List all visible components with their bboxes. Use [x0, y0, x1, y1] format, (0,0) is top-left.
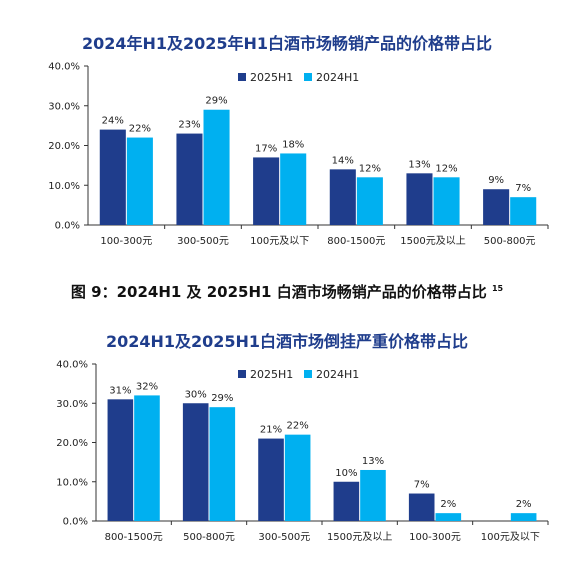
- chart-1-data-label: 24%: [102, 116, 124, 127]
- chart-2-bar-2025h1: [333, 481, 360, 521]
- chart-2-legend-label: 2024H1: [316, 368, 359, 381]
- chart-1-y-tick-label: 30.0%: [48, 101, 80, 112]
- chart-2-bar-2024h1: [510, 513, 537, 521]
- chart-1-data-label: 17%: [255, 143, 277, 154]
- chart-2-legend-label: 2025H1: [250, 368, 293, 381]
- chart-1-data-label: 22%: [129, 124, 151, 135]
- chart-2-data-label: 13%: [362, 456, 384, 467]
- chart-2-x-tick-label: 100元及以下: [481, 531, 540, 543]
- chart-1-data-label: 9%: [488, 175, 504, 186]
- chart-1-data-label: 14%: [332, 155, 354, 166]
- chart-1-data-label: 7%: [515, 183, 531, 194]
- chart-1-plot: 0.0% 10.0% 20.0% 30.0% 40.0% 100-300元 24% 22% 30…: [48, 62, 549, 247]
- chart-2-x-tick-label: 100-300元: [409, 532, 461, 543]
- chart-2-title: 2024H1及2025H1白酒市场倒挂严重价格带占比: [105, 332, 469, 351]
- chart-2-legend-swatch: [238, 370, 246, 378]
- chart-2-data-label: 2%: [516, 499, 532, 510]
- chart-1-bar-2024h1: [126, 137, 153, 225]
- chart-1-data-label: 13%: [408, 159, 430, 170]
- chart-2-bar-2025h1: [182, 403, 209, 521]
- chart-1-bar-2025h1: [176, 133, 203, 225]
- chart-1: 2024年H1及2025年H1白酒市场畅销产品的价格带占比 0.0% 10.0% 2…: [0, 0, 574, 262]
- chart-2-x-tick-label: 800-1500元: [105, 532, 163, 543]
- chart-2-legend-swatch: [304, 370, 312, 378]
- figure-caption: 图 9：2024H1 及 2025H1 白酒市场畅销产品的价格带占比 15: [0, 281, 574, 302]
- chart-2-data-label: 22%: [287, 421, 309, 432]
- chart-1-bar-2025h1: [483, 189, 510, 225]
- chart-2-data-label: 7%: [414, 480, 430, 491]
- chart-1-legend-swatch: [304, 73, 312, 81]
- chart-2-plot: 0.0% 10.0% 20.0% 30.0% 40.0% 800-1500元 31% 32% 5…: [56, 360, 549, 543]
- chart-1-data-label: 29%: [205, 96, 227, 107]
- chart-1-bar-2024h1: [280, 153, 307, 225]
- chart-1-bar-2024h1: [510, 197, 537, 225]
- chart-1-y-tick-label: 10.0%: [48, 181, 80, 192]
- chart-2-bar-2024h1: [360, 469, 386, 521]
- figure-caption-text: 图 9：2024H1 及 2025H1 白酒市场畅销产品的价格带占比: [70, 283, 487, 301]
- chart-2-data-label: 29%: [211, 393, 233, 404]
- chart-1-bar-2024h1: [356, 177, 383, 225]
- chart-1-legend-swatch: [238, 73, 246, 81]
- chart-2-data-label: 31%: [109, 385, 131, 396]
- chart-2-x-tick-label: 1500元及以上: [327, 531, 392, 543]
- chart-1-bar-2024h1: [203, 109, 230, 225]
- chart-2-y-tick-label: 0.0%: [63, 517, 88, 528]
- chart-2-bar-2024h1: [435, 513, 462, 521]
- chart-2-data-label: 10%: [335, 468, 357, 479]
- chart-2-y-tick-label: 30.0%: [56, 399, 88, 410]
- chart-1-title: 2024年H1及2025年H1白酒市场畅销产品的价格带占比: [81, 34, 493, 53]
- chart-1-bar-2025h1: [99, 129, 126, 225]
- chart-1-bar-2025h1: [253, 157, 280, 225]
- chart-1-y-tick-label: 20.0%: [48, 141, 80, 152]
- chart-1-legend-label: 2025H1: [250, 71, 293, 84]
- chart-2-y-tick-label: 20.0%: [56, 438, 88, 449]
- chart-1-x-tick-label: 800-1500元: [327, 236, 385, 247]
- chart-2-bar-2024h1: [134, 395, 160, 521]
- chart-1-data-label: 12%: [435, 163, 457, 174]
- chart-1-data-label: 12%: [359, 163, 381, 174]
- chart-1-x-tick-label: 100-300元: [100, 236, 152, 247]
- chart-1-x-tick-label: 100元及以下: [250, 235, 309, 247]
- chart-2-data-label: 2%: [440, 499, 456, 510]
- chart-1-y-tick-label: 40.0%: [48, 62, 80, 73]
- chart-1-legend-label: 2024H1: [316, 71, 359, 84]
- figure-footnote: 15: [491, 284, 504, 293]
- chart-1-x-tick-label: 1500元及以上: [400, 235, 465, 247]
- chart-1-data-label: 18%: [282, 139, 304, 150]
- chart-2-bar-2025h1: [107, 399, 134, 521]
- chart-2-x-tick-label: 300-500元: [258, 532, 310, 543]
- chart-2: 2024H1及2025H1白酒市场倒挂严重价格带占比 0.0% 10.0% 20.0…: [0, 312, 574, 564]
- chart-2-y-tick-label: 10.0%: [56, 477, 88, 488]
- chart-2-data-label: 32%: [136, 381, 158, 392]
- chart-2-data-label: 30%: [185, 389, 207, 400]
- chart-2-bar-2024h1: [209, 407, 236, 521]
- chart-2-data-label: 21%: [260, 425, 282, 436]
- chart-1-y-tick-label: 0.0%: [55, 221, 80, 232]
- chart-2-bar-2025h1: [258, 438, 284, 521]
- chart-2-y-tick-label: 40.0%: [56, 360, 88, 371]
- chart-1-data-label: 23%: [178, 120, 200, 131]
- chart-1-bar-2024h1: [433, 177, 460, 225]
- chart-1-bar-2025h1: [329, 169, 356, 225]
- chart-2-x-tick-label: 500-800元: [183, 532, 235, 543]
- chart-1-x-tick-label: 300-500元: [177, 236, 229, 247]
- chart-1-x-tick-label: 500-800元: [484, 236, 536, 247]
- chart-2-bar-2025h1: [408, 493, 435, 521]
- chart-1-bar-2025h1: [406, 173, 433, 225]
- chart-2-bar-2024h1: [284, 434, 311, 521]
